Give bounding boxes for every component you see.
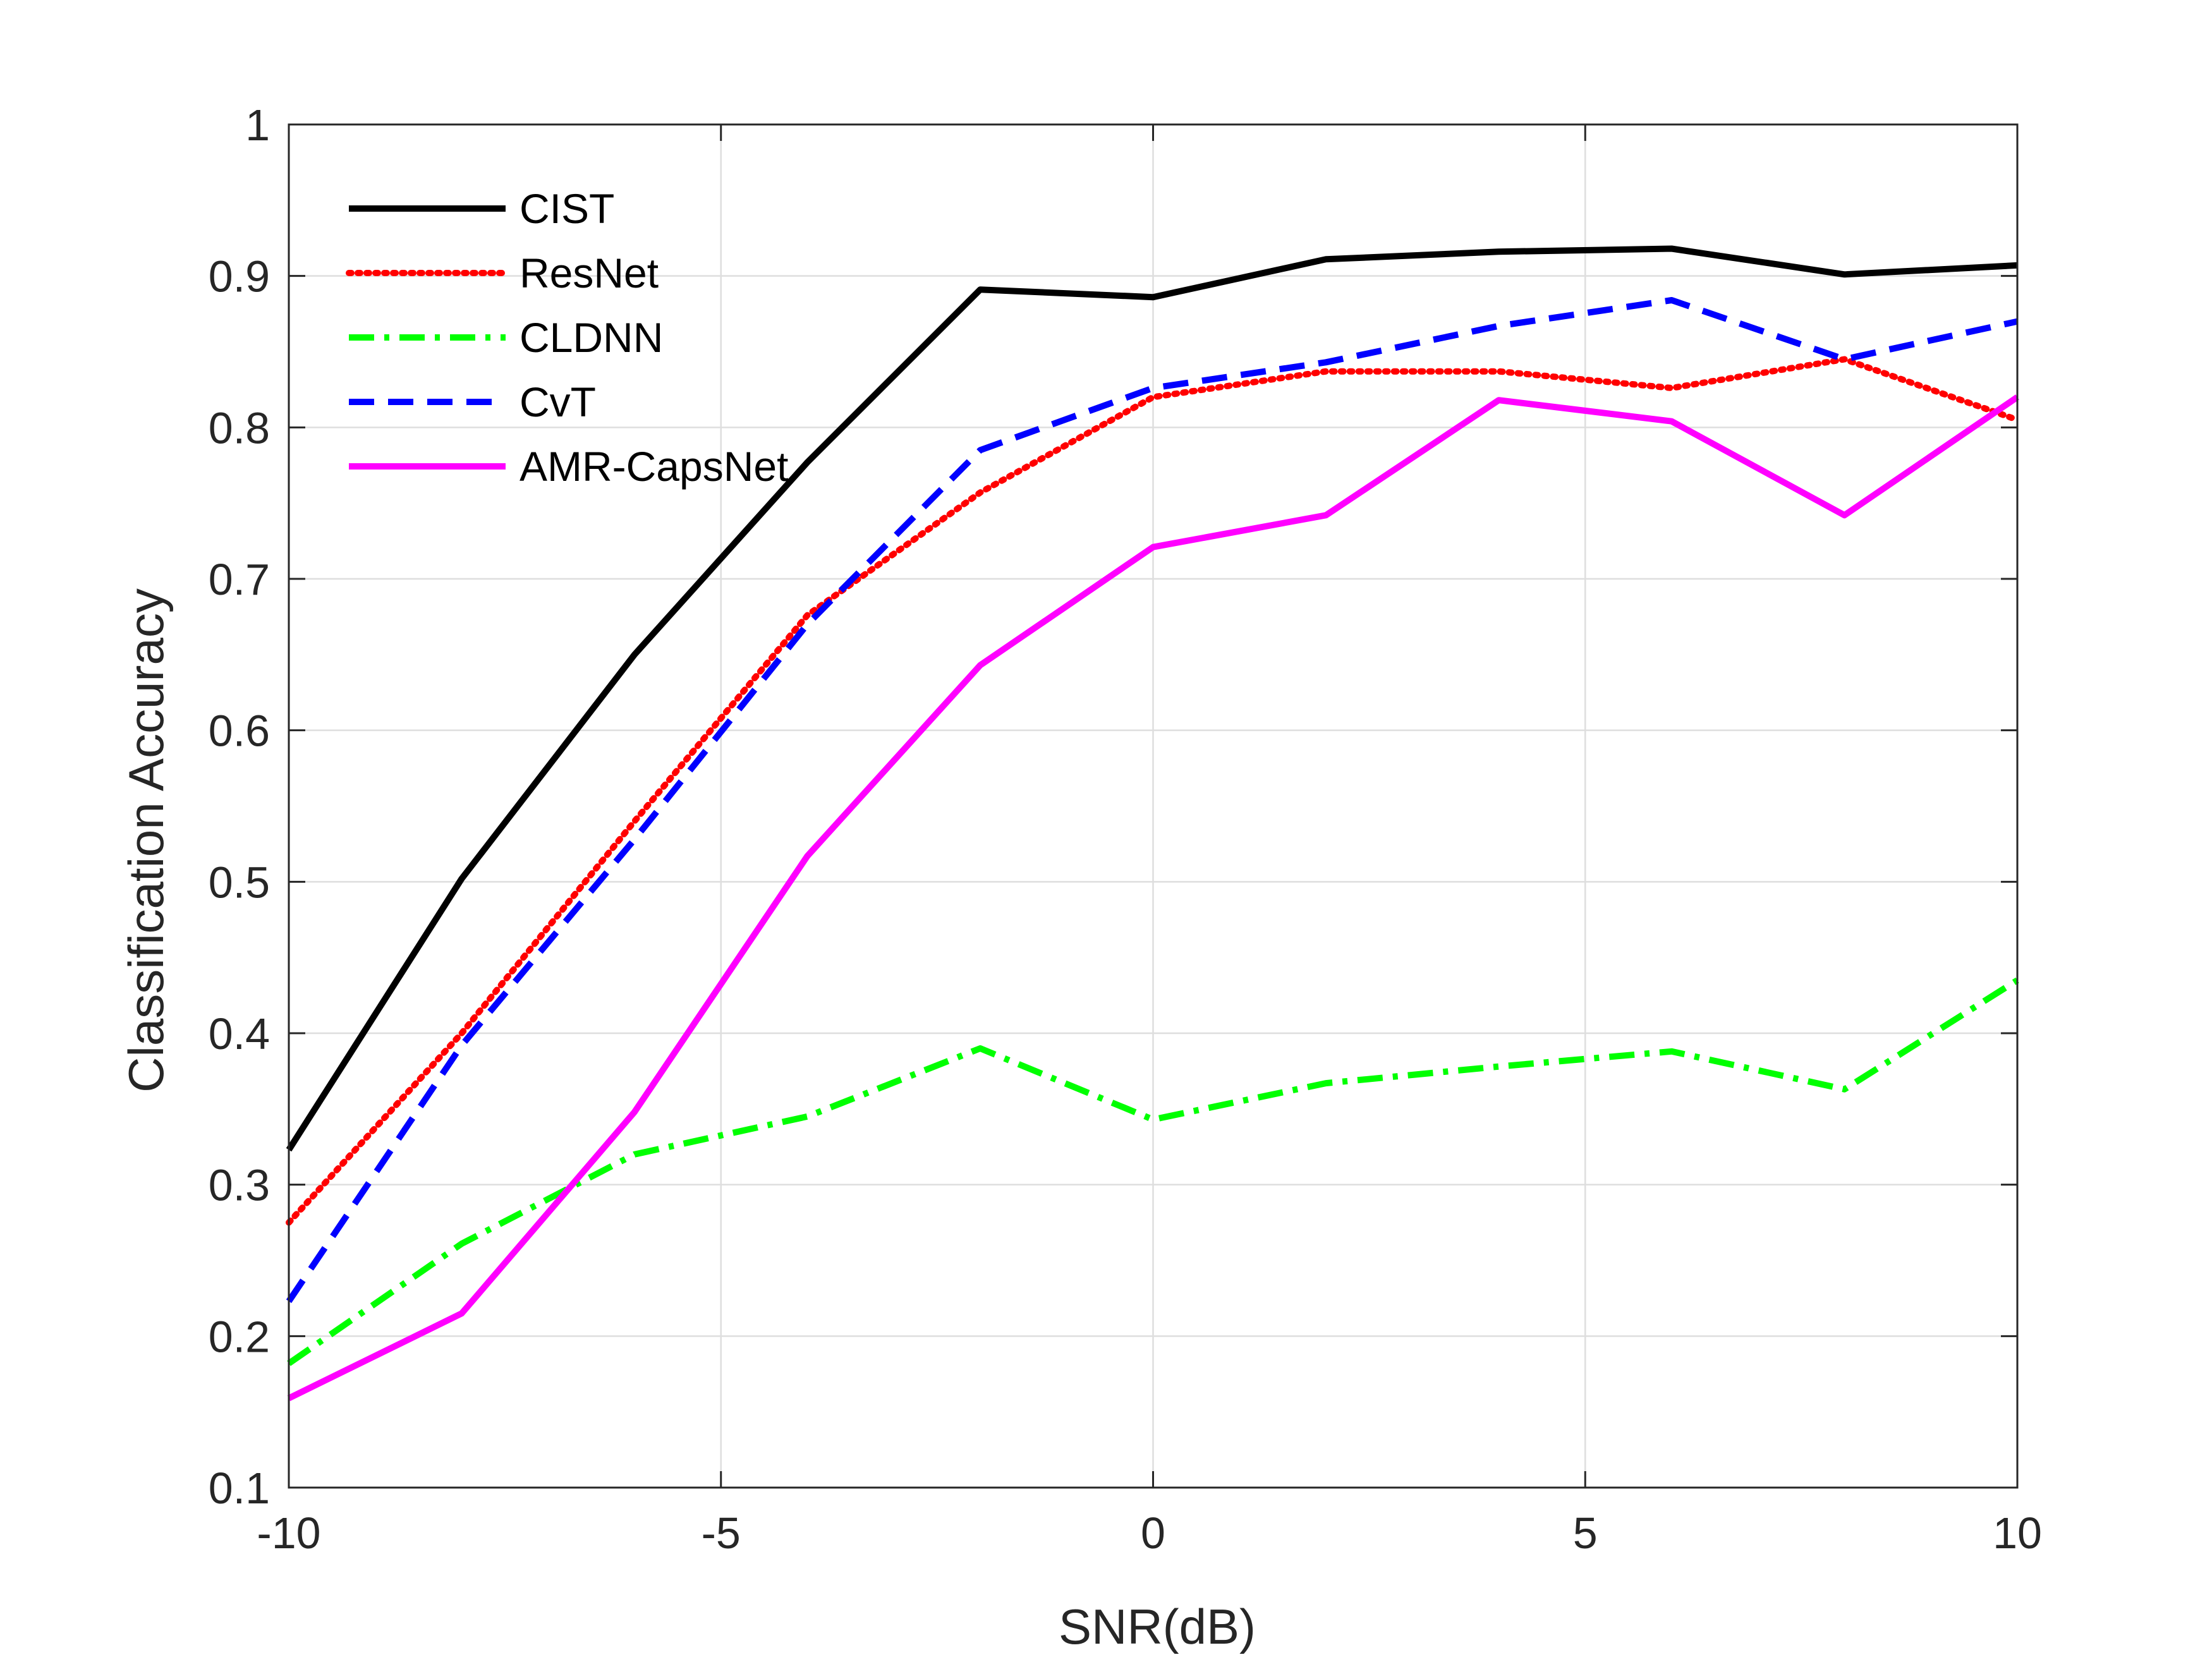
axes xyxy=(288,123,2019,1489)
y-tick-label: 0.9 xyxy=(209,252,270,301)
x-tick-label: 10 xyxy=(1993,1508,2042,1558)
x-tick-label: 5 xyxy=(1573,1508,1598,1558)
x-tick-label: -10 xyxy=(257,1508,320,1558)
y-tick-label: 0.6 xyxy=(209,707,270,756)
y-axis-label: Classification Accuracy xyxy=(118,588,174,1093)
y-tick-label: 0.8 xyxy=(209,403,270,452)
y-tick-label: 0.2 xyxy=(209,1312,270,1361)
x-tick-label: -5 xyxy=(702,1508,741,1558)
series-line-cist xyxy=(286,245,2018,1152)
legend-label: AMR-CapsNet xyxy=(520,443,788,490)
x-tick-label: 0 xyxy=(1141,1508,1165,1558)
tick-labels: -10 -5 0 5 10 0.1 0.2 0.3 0.4 0.5 0.6 0.7 0.8 0.9 1 xyxy=(209,100,2042,1558)
y-tick-label: 0.5 xyxy=(209,858,270,907)
series-line-cvt xyxy=(286,297,2019,1303)
series-line-amr-capsnet xyxy=(287,394,2019,1402)
series-line-resnet xyxy=(286,356,2021,1226)
y-tick-label: 0.4 xyxy=(209,1009,270,1058)
y-tick-label: 1 xyxy=(245,100,270,150)
y-tick-label: 0.3 xyxy=(209,1161,270,1210)
legend-label: CvT xyxy=(520,379,596,425)
y-tick-label: 0.7 xyxy=(209,555,270,604)
legend-label: CIST xyxy=(520,185,614,232)
legend-label: CLDNN xyxy=(520,314,663,361)
legend-label: ResNet xyxy=(520,250,659,296)
legend: CIST ResNet CLDNN CvT AMR-CapsNet xyxy=(346,185,788,490)
x-axis-label: SNR(dB) xyxy=(1059,1599,1256,1654)
series-line-cldnn xyxy=(287,977,2019,1366)
series-lines xyxy=(286,245,2021,1402)
y-tick-label: 0.1 xyxy=(209,1464,270,1513)
